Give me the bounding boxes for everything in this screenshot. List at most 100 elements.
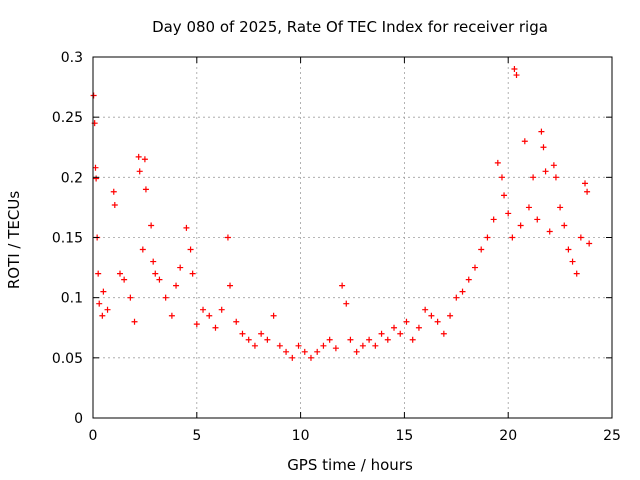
y-tick-label: 0.05 bbox=[52, 351, 83, 367]
data-point bbox=[206, 312, 213, 319]
y-tick-label: 0.3 bbox=[61, 50, 83, 66]
data-point bbox=[397, 330, 404, 337]
data-point bbox=[227, 282, 234, 289]
data-point bbox=[366, 336, 373, 343]
data-point bbox=[314, 348, 321, 355]
data-point bbox=[283, 348, 290, 355]
data-point bbox=[233, 318, 240, 325]
data-point bbox=[409, 336, 416, 343]
data-point bbox=[116, 270, 123, 277]
data-point bbox=[111, 202, 118, 209]
y-tick-label: 0.25 bbox=[52, 110, 83, 126]
data-point bbox=[258, 330, 265, 337]
data-point bbox=[177, 264, 184, 271]
data-point bbox=[295, 342, 302, 349]
data-point bbox=[148, 222, 155, 229]
data-point bbox=[471, 264, 478, 271]
data-point bbox=[586, 240, 593, 247]
y-tick-label: 0 bbox=[74, 411, 83, 427]
data-point bbox=[326, 336, 333, 343]
data-point bbox=[251, 342, 258, 349]
data-point bbox=[339, 282, 346, 289]
data-point bbox=[136, 168, 143, 175]
data-point bbox=[224, 234, 231, 241]
data-point bbox=[542, 168, 549, 175]
data-point bbox=[193, 321, 200, 328]
data-point bbox=[498, 174, 505, 181]
data-point bbox=[415, 324, 422, 331]
data-point bbox=[131, 318, 138, 325]
axis-ticks bbox=[92, 56, 613, 419]
data-point bbox=[447, 312, 454, 319]
data-point bbox=[403, 318, 410, 325]
data-point bbox=[110, 188, 117, 195]
axis-tick-labels: 0 5 10 15 20 25 0 0.05 0.1 0.15 0.2 0.25 0.3 bbox=[52, 50, 621, 444]
data-point bbox=[353, 348, 360, 355]
data-point bbox=[139, 246, 146, 253]
data-point bbox=[422, 306, 429, 313]
data-point bbox=[490, 216, 497, 223]
data-point bbox=[569, 258, 576, 265]
data-point bbox=[245, 336, 252, 343]
data-point bbox=[521, 138, 528, 145]
data-point bbox=[573, 270, 580, 277]
data-point bbox=[511, 66, 518, 73]
data-point bbox=[343, 300, 350, 307]
data-point bbox=[546, 228, 553, 235]
data-point bbox=[156, 276, 163, 283]
data-point bbox=[550, 162, 557, 169]
data-point bbox=[347, 336, 354, 343]
data-point bbox=[517, 222, 524, 229]
data-point bbox=[534, 216, 541, 223]
data-point bbox=[513, 72, 520, 79]
data-point bbox=[301, 348, 308, 355]
data-point bbox=[584, 188, 591, 195]
data-point bbox=[135, 153, 142, 160]
data-point bbox=[565, 246, 572, 253]
data-point bbox=[96, 300, 103, 307]
data-point bbox=[121, 276, 128, 283]
data-point bbox=[505, 210, 512, 217]
y-tick-label: 0.15 bbox=[52, 231, 83, 247]
data-point bbox=[168, 312, 175, 319]
y-axis-label: ROTI / TECUs bbox=[5, 191, 23, 289]
x-axis-label: GPS time / hours bbox=[287, 456, 413, 474]
data-point bbox=[93, 175, 100, 182]
data-point bbox=[372, 342, 379, 349]
data-point bbox=[552, 174, 559, 181]
data-point bbox=[530, 174, 537, 181]
data-point bbox=[183, 224, 190, 231]
x-tick-label: 10 bbox=[292, 428, 310, 444]
data-point bbox=[378, 330, 385, 337]
x-tick-label: 0 bbox=[89, 428, 98, 444]
data-point bbox=[359, 342, 366, 349]
data-point bbox=[187, 246, 194, 253]
data-point bbox=[391, 324, 398, 331]
data-point bbox=[152, 270, 159, 277]
data-point bbox=[218, 306, 225, 313]
y-tick-label: 0.2 bbox=[61, 170, 83, 186]
data-point bbox=[100, 288, 107, 295]
data-point bbox=[332, 345, 339, 352]
data-point bbox=[239, 330, 246, 337]
data-point bbox=[307, 354, 314, 361]
data-points bbox=[90, 66, 593, 361]
data-point bbox=[525, 204, 532, 211]
data-point bbox=[127, 294, 134, 301]
data-point bbox=[582, 180, 589, 187]
data-point bbox=[577, 234, 584, 241]
data-point bbox=[289, 354, 296, 361]
data-point bbox=[557, 204, 564, 211]
data-point bbox=[428, 312, 435, 319]
x-tick-label: 25 bbox=[603, 428, 621, 444]
data-point bbox=[540, 144, 547, 151]
data-point bbox=[142, 186, 149, 193]
data-point bbox=[270, 312, 277, 319]
data-point bbox=[150, 258, 157, 265]
data-point bbox=[189, 270, 196, 277]
data-point bbox=[173, 282, 180, 289]
x-tick-label: 15 bbox=[395, 428, 413, 444]
data-point bbox=[200, 306, 207, 313]
data-point bbox=[538, 128, 545, 135]
chart-title: Day 080 of 2025, Rate Of TEC Index for r… bbox=[152, 18, 548, 36]
